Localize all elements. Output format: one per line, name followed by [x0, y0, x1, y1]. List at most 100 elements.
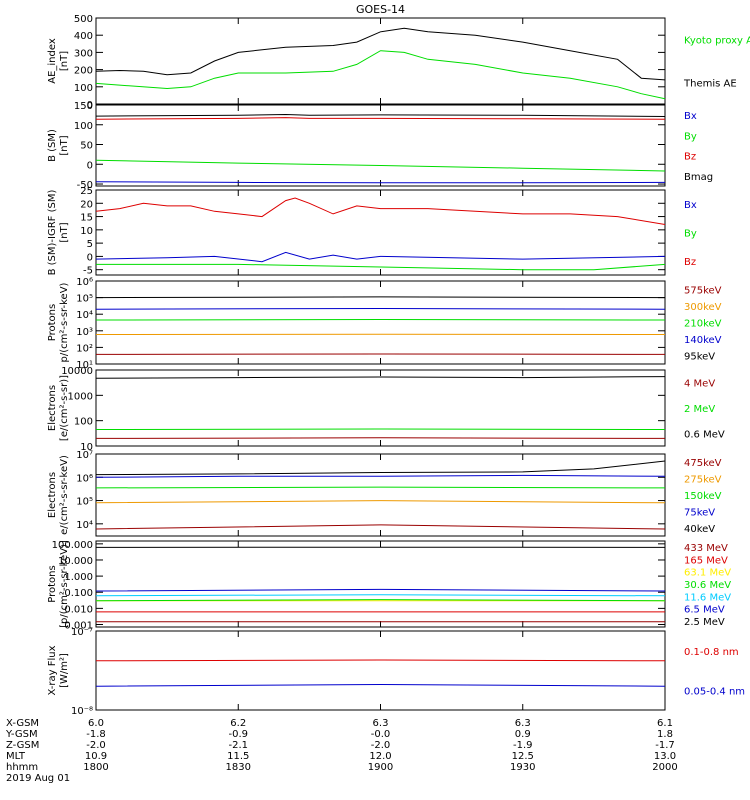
y-axis-unit-label: [nT]: [59, 135, 70, 155]
ephemeris-value: 0.9: [515, 729, 531, 740]
legend-entry: 0.6 MeV: [684, 429, 725, 440]
series-line: [96, 263, 666, 271]
legend-entry: 2 MeV: [684, 404, 715, 415]
legend-entry: 11.6 MeV: [684, 592, 731, 603]
ephemeris-value: 6.3: [373, 718, 389, 729]
ephemeris-value: 1800: [83, 762, 108, 773]
y-tick-label: 0.001: [64, 621, 93, 632]
y-tick-label: 400: [74, 31, 93, 42]
ephemeris-row-label: Z-GSM: [6, 740, 39, 751]
ephemeris-value: 6.1: [657, 718, 673, 729]
legend-entry: 0.05-0.4 nm: [684, 686, 745, 697]
y-axis-label: B (SM): [47, 129, 58, 162]
y-tick-label: 500: [74, 14, 93, 25]
y-axis-label: Electrons: [47, 385, 58, 431]
ephemeris-value: -2.1: [228, 740, 248, 751]
panel-frame: [95, 280, 666, 365]
ephemeris-value: -2.0: [371, 740, 391, 751]
y-tick-label: 200: [74, 66, 93, 77]
series-line: [95, 159, 666, 172]
y-tick-label: 5: [87, 239, 93, 250]
y-tick-label: 10⁻⁸: [71, 706, 93, 717]
series-line: [95, 437, 666, 439]
ephemeris-row-label: MLT: [6, 751, 26, 762]
date-label: 2019 Aug 01: [6, 773, 70, 784]
y-axis-label: B (SM)-IGRF (SM): [47, 190, 58, 276]
y-tick-label: 50: [80, 141, 93, 152]
legend-entry: By: [684, 229, 697, 240]
y-tick-label: 0: [87, 100, 93, 111]
legend-entry: 575keV: [684, 285, 722, 296]
panel-frame: [95, 630, 666, 711]
series-line: [95, 197, 666, 225]
panel-frame: [95, 17, 666, 105]
series-line: [95, 27, 666, 81]
y-tick-label: 1.000: [64, 572, 93, 583]
series-line: [95, 296, 666, 299]
ephemeris-value: 1930: [510, 762, 535, 773]
y-tick-label: 10⁻⁷: [71, 627, 93, 638]
legend-entry: 433 MeV: [684, 543, 728, 554]
y-tick-label: 0.010: [64, 604, 93, 615]
y-tick-label: 0.100: [64, 588, 93, 599]
y-axis-label: Electrons: [47, 472, 58, 518]
y-axis-label: Protons: [47, 304, 58, 341]
legend-entry: 475keV: [684, 458, 722, 469]
y-tick-label: 10⁴: [76, 520, 93, 531]
y-axis-unit-label: p/(cm²-s-sr-keV): [59, 282, 70, 362]
y-tick-label: 10¹: [76, 360, 93, 371]
y-tick-label: -5: [83, 266, 93, 277]
legend-entry: 30.6 MeV: [684, 580, 731, 591]
legend-entry: By: [684, 131, 697, 142]
ephemeris-value: 6.2: [230, 718, 246, 729]
panel-frame: [95, 104, 666, 187]
panel-frame: [95, 189, 666, 276]
ephemeris-value: 1.8: [657, 729, 673, 740]
series-line: [95, 659, 666, 662]
series-line: [95, 599, 666, 602]
y-tick-label: 150: [74, 101, 93, 112]
panel-2: -50 0 50 100 150 B (SM) [nT] Bx By Bz Bmag: [47, 101, 713, 191]
y-tick-label: 10⁶: [76, 277, 93, 288]
series-line: [95, 251, 666, 263]
series-line: [95, 318, 666, 321]
y-tick-label: 10000: [61, 366, 93, 377]
ephemeris-value: 1900: [368, 762, 393, 773]
ephemeris-value: 12.0: [369, 751, 391, 762]
y-tick-label: 10: [80, 442, 93, 453]
panel-frame: [95, 540, 666, 628]
y-tick-label: 10: [80, 226, 93, 237]
ephemeris-value: 11.5: [227, 751, 249, 762]
y-tick-label: 10³: [76, 327, 93, 338]
y-axis-unit-label: e/(cm²-s-sr-keV): [59, 455, 70, 535]
legend-entry: Bz: [684, 257, 696, 268]
y-tick-label: 10⁷: [76, 450, 93, 461]
series-line: [95, 524, 666, 530]
series-line: [95, 588, 666, 592]
ephemeris-value: -0.0: [371, 729, 391, 740]
legend-entry: 40keV: [684, 524, 715, 535]
legend-entry: Bmag: [684, 172, 713, 183]
legend-entry: 165 MeV: [684, 555, 728, 566]
ephemeris-value: 10.9: [85, 751, 107, 762]
ephemeris-table: X-GSM 6.0 6.2 6.3 6.3 6.1 Y-GSM -1.8 -0.9 -0.0 0.9…: [5, 718, 678, 784]
y-tick-label: 10⁴: [76, 310, 93, 321]
y-axis-unit-label: [e/(cm²-s-sr)]: [59, 375, 70, 441]
series-line: [95, 594, 666, 597]
legend-entry: Bx: [684, 200, 697, 211]
series-line: [95, 683, 666, 687]
y-tick-label: 0: [87, 252, 93, 263]
ephemeris-value: -1.9: [513, 740, 533, 751]
legend-entry: 6.5 MeV: [684, 605, 725, 616]
y-axis-unit-label: [p/(cm²-s-sr-keV)]: [59, 540, 70, 628]
ephemeris-value: -1.8: [86, 729, 106, 740]
ephemeris-value: -0.9: [228, 729, 248, 740]
ephemeris-row-label: Y-GSM: [5, 729, 38, 740]
y-tick-label: 15: [80, 213, 93, 224]
y-tick-label: 25: [80, 186, 93, 197]
y-axis-label: Protons: [47, 565, 58, 602]
ephemeris-row-label: hhmm: [6, 762, 38, 773]
y-axis-label: AE_index: [47, 38, 58, 84]
